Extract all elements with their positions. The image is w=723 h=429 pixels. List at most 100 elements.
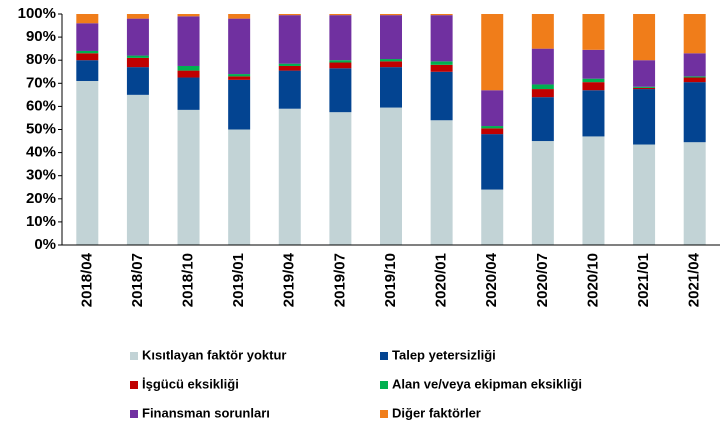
bar-segment xyxy=(430,71,453,121)
bar-segment xyxy=(126,94,149,245)
legend-label: Alan ve/veya ekipman eksikliği xyxy=(392,376,582,391)
legend-label: İşgücü eksikliği xyxy=(142,376,239,391)
bar-segment xyxy=(177,65,200,71)
y-tick-label: 40% xyxy=(26,144,56,161)
bar-segment xyxy=(329,62,352,69)
bar-segment xyxy=(278,70,301,109)
bar-segment xyxy=(633,87,656,90)
x-tick-label: 2021/01 xyxy=(635,253,652,307)
bar-segment xyxy=(228,14,251,19)
bar-segment xyxy=(683,76,706,78)
bar-segment xyxy=(633,144,656,245)
y-tick-label: 70% xyxy=(26,74,56,91)
legend-swatch xyxy=(130,410,138,418)
bar-segment xyxy=(481,189,504,245)
y-tick-label: 90% xyxy=(26,28,56,45)
bar-segment xyxy=(177,77,200,110)
bar-segment xyxy=(683,142,706,245)
bar-segment xyxy=(278,63,301,66)
bar-segment xyxy=(76,50,99,54)
legend-swatch xyxy=(380,352,388,360)
x-tick-label: 2020/07 xyxy=(534,253,551,307)
legend-label: Finansman sorunları xyxy=(142,405,270,420)
bar-segment xyxy=(380,15,402,60)
y-tick-label: 50% xyxy=(26,120,56,137)
x-tick-label: 2020/01 xyxy=(433,253,450,307)
bar-segment xyxy=(683,14,706,54)
y-tick-label: 20% xyxy=(26,190,56,207)
y-tick-label: 10% xyxy=(26,213,56,230)
bar-segment xyxy=(177,70,200,78)
bar-segment xyxy=(228,76,251,80)
bar-segment xyxy=(531,141,554,245)
bar-segment xyxy=(329,14,352,16)
bar-segment xyxy=(582,136,605,245)
bar-segment xyxy=(481,134,504,190)
bar-segment xyxy=(126,14,149,19)
x-tick-label: 2019/01 xyxy=(230,253,247,307)
x-tick-label: 2018/04 xyxy=(78,252,95,307)
bar-segment xyxy=(329,15,352,61)
legend-swatch xyxy=(380,410,388,418)
bar-segment xyxy=(177,16,200,66)
bar-segment xyxy=(380,107,402,246)
y-tick-label: 80% xyxy=(26,51,56,68)
bar-segment xyxy=(76,80,99,246)
x-tick-label: 2018/07 xyxy=(129,253,146,307)
y-tick-label: 100% xyxy=(18,5,56,22)
bar-segment xyxy=(582,49,605,79)
bar-segment xyxy=(126,18,149,56)
bar-segment xyxy=(76,23,99,51)
bar-segment xyxy=(278,14,301,16)
bar-segment xyxy=(380,14,402,16)
bar-segment xyxy=(76,53,99,61)
legend-swatch xyxy=(130,352,138,360)
legend-swatch xyxy=(380,381,388,389)
bar-segment xyxy=(531,84,554,90)
bar-segment xyxy=(430,15,453,62)
bar-segment xyxy=(633,14,656,61)
bar-segment xyxy=(531,14,554,49)
bar-segment xyxy=(683,53,706,77)
x-tick-label: 2018/10 xyxy=(180,253,197,307)
bar-segment xyxy=(228,129,251,245)
bar-segment xyxy=(582,90,605,137)
bar-segment xyxy=(177,14,200,17)
bar-segment xyxy=(177,109,200,246)
bar-segment xyxy=(329,68,352,113)
bar-segment xyxy=(633,86,656,88)
legend-label: Talep yetersizliği xyxy=(392,347,496,362)
bar-segment xyxy=(278,108,301,246)
bar-segment xyxy=(633,60,656,87)
bar-segment xyxy=(531,48,554,85)
legend-label: Kısıtlayan faktör yoktur xyxy=(142,347,287,362)
bar-segment xyxy=(582,78,605,83)
bar-segment xyxy=(430,14,453,16)
bar-segment xyxy=(683,77,706,83)
x-tick-label: 2019/04 xyxy=(281,252,298,307)
bar-segment xyxy=(633,89,656,145)
bar-segment xyxy=(126,57,149,68)
bar-segment xyxy=(126,55,149,58)
bar-segment xyxy=(278,15,301,64)
bar-segment xyxy=(430,120,453,245)
bar-segment xyxy=(228,79,251,130)
x-tick-label: 2019/10 xyxy=(382,253,399,307)
x-tick-label: 2020/04 xyxy=(483,252,500,307)
legend-swatch xyxy=(130,381,138,389)
bar-segment xyxy=(380,59,402,62)
bar-segment xyxy=(329,60,352,63)
bar-segment xyxy=(582,14,605,50)
bar-segment xyxy=(531,97,554,142)
bar-segment xyxy=(683,82,706,143)
y-tick-label: 0% xyxy=(34,236,56,253)
bar-segment xyxy=(531,89,554,98)
bar-segment xyxy=(76,14,99,24)
bar-segment xyxy=(481,128,504,135)
bar-segment xyxy=(430,64,453,72)
y-tick-label: 60% xyxy=(26,97,56,114)
x-tick-label: 2021/04 xyxy=(686,252,703,307)
bar-segment xyxy=(481,90,504,127)
bar-segment xyxy=(430,61,453,65)
